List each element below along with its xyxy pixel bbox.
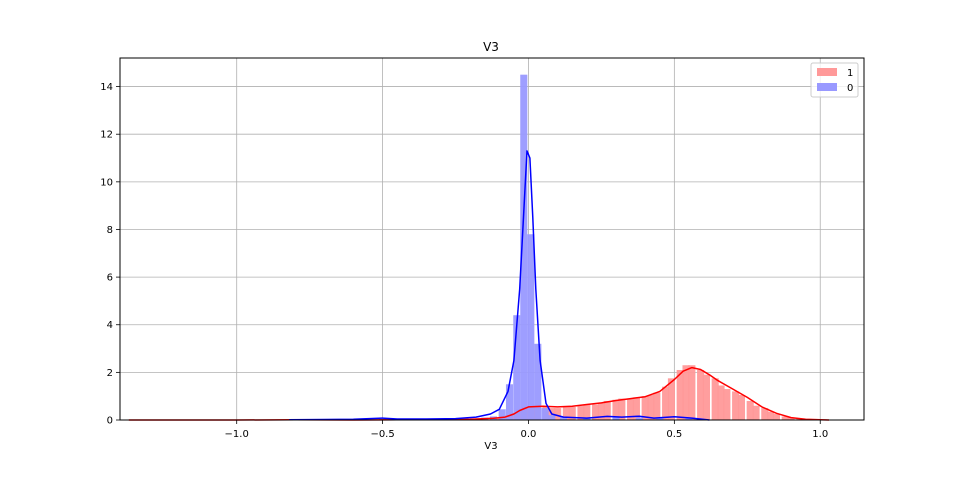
x-axis-label: V3 [484,441,497,452]
series-1-bar-26 [627,398,635,420]
histogram-bars [125,74,827,420]
y-tick-label-3: 6 [107,273,113,284]
series-1-bar-20 [583,404,591,420]
y-tick-label-7: 14 [100,82,113,93]
y-axis: 0 2 4 6 8 10 12 14 [100,82,120,427]
series-1-bar-23 [603,400,611,420]
series-1-bar-42 [737,394,746,420]
series-1-bar-21 [592,404,600,420]
series-1-bar-27 [632,397,640,420]
chart-title: V3 [483,40,499,54]
x-tick-label-2: 0.0 [521,429,537,440]
series-1-bar-38 [711,378,719,420]
legend: 10 [810,62,859,98]
legend-label-0: 0 [847,83,853,94]
x-tick-label-3: 0.5 [666,429,682,440]
y-tick-label-4: 8 [107,225,113,236]
series-0-bar-15 [612,416,620,420]
series-1-bar-46 [767,411,775,420]
series-0-bar-8 [520,74,528,420]
series-1-bar-24 [612,399,620,420]
x-tick-label-4: 1.0 [812,429,828,440]
y-tick-label-0: 0 [107,416,113,427]
x-tick-label-1: −0.5 [370,429,394,440]
series-1-bar-48 [781,416,789,420]
series-0-bar-12 [548,415,556,420]
series-1-bar-16 [554,408,562,420]
y-tick-label-6: 12 [100,130,113,141]
x-tick-label-0: −1.0 [225,429,249,440]
series-1-bar-43 [746,400,754,420]
series-0-bar-7 [513,315,521,420]
series-0-bar-17 [656,417,664,420]
series-1-bar-31 [662,386,670,420]
series-1-bar-45 [761,408,769,420]
series-0-kde-line [289,150,710,421]
series-1-bar-36 [697,369,705,420]
y-tick-label-2: 4 [107,320,113,331]
series-1-bar-32 [667,378,675,420]
series-0-bar-6 [505,384,514,420]
series-1-bar-41 [732,391,740,420]
series-1-bar-40 [723,389,731,420]
series-1-bar-49 [787,417,795,420]
series-0-bar-5 [498,409,506,420]
series-1-bar-28 [641,396,649,420]
series-1-bar-44 [752,405,760,420]
series-1-bar-34 [682,365,690,420]
series-1-bar-37 [702,374,710,420]
plot-frame [119,57,865,421]
series-0-bar-13 [559,417,568,420]
legend-swatch-1 [817,68,837,76]
series-1-bar-29 [647,394,655,420]
series-1-bar-39 [717,385,725,420]
series-1-bar-17 [562,406,570,420]
series-1-bar-18 [568,406,576,420]
series-0-bar-18 [685,418,693,420]
series-0-bar-10 [534,343,542,420]
series-1-bar-22 [597,403,605,420]
series-1-bar-19 [577,405,585,420]
series-1-bar-35 [688,365,696,420]
legend-label-1: 1 [847,68,853,79]
y-tick-label-1: 2 [107,368,113,379]
x-axis: −1.0 −0.5 0.0 0.5 1.0 [225,420,828,440]
y-tick-label-5: 10 [100,177,113,188]
series-1-bar-47 [772,414,781,420]
series-1-bar-33 [676,369,684,420]
series-0-bar-16 [635,417,643,420]
series-0-bar-11 [541,408,549,420]
series-1-bar-25 [618,398,626,420]
series-0-bar-9 [527,234,535,420]
legend-swatch-0 [817,83,837,91]
series-1-bar-30 [653,392,661,420]
